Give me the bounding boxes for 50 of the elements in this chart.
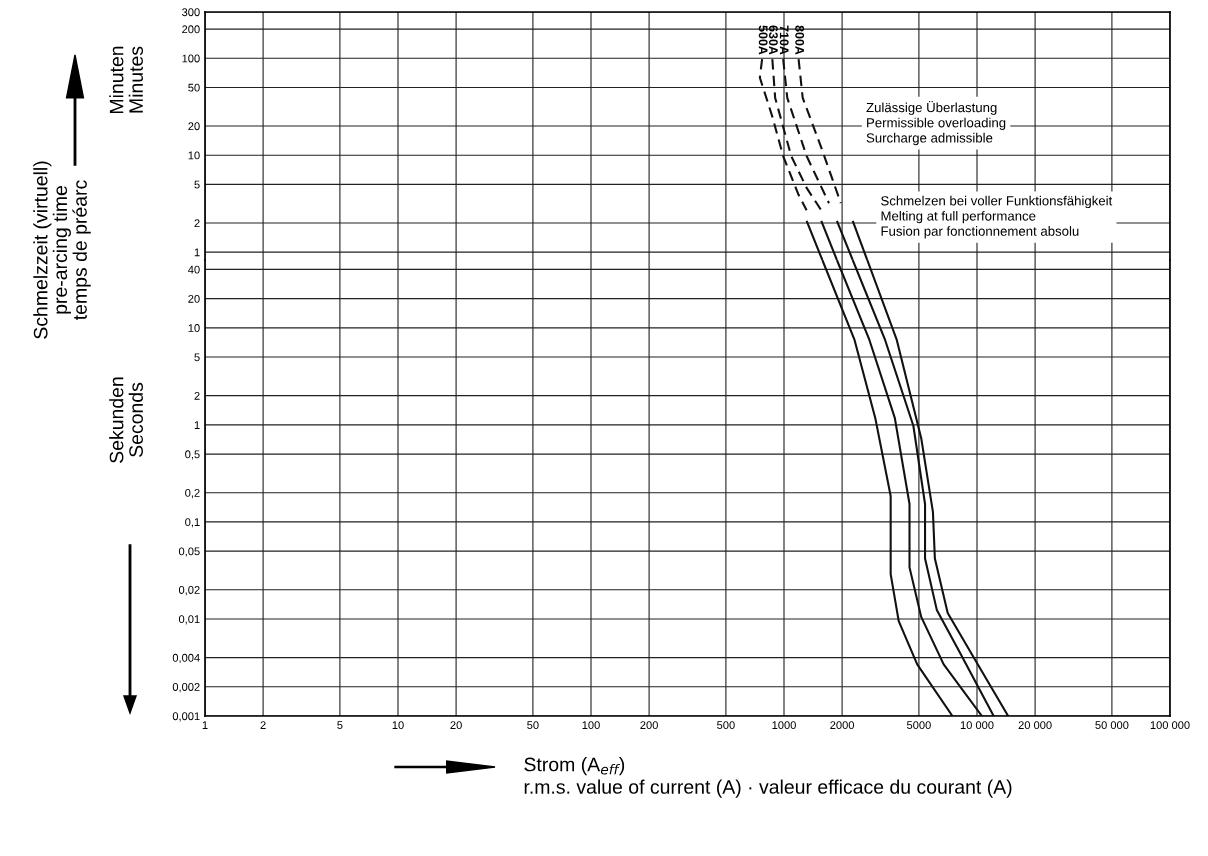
x-tick-label: 50 000 — [1095, 721, 1129, 730]
text: 630A — [768, 25, 778, 55]
y-tick-label: 100 — [182, 54, 200, 63]
y-tick-label: 20 — [188, 294, 200, 303]
y-tick-label: 200 — [182, 25, 200, 34]
y-tick-label: 0,05 — [178, 547, 200, 557]
x-tick-label: 5 — [337, 721, 343, 730]
y-tick-label: 0,5 — [185, 450, 200, 460]
y-tick-label: 1 — [194, 248, 200, 257]
x-tick-label: 100 — [582, 721, 600, 730]
y-tick-label: 2 — [194, 391, 200, 400]
y-tick-label: 5 — [194, 353, 200, 362]
y-tick-label: 0,02 — [178, 586, 200, 596]
text: Schmelzzeit (virtuell) pre-arcing time temps de préarc — [33, 161, 91, 339]
y-tick-label: 0,2 — [185, 488, 200, 499]
y-tick-label: 50 — [188, 83, 200, 92]
y-tick-label: 300 — [182, 8, 200, 17]
x-tick-label: 50 — [527, 721, 539, 730]
x-tick-label: 10 000 — [960, 721, 994, 730]
y-tick-label: 40 — [188, 265, 200, 274]
x-tick-label: 5000 — [906, 721, 931, 730]
x-tick-label: 20 — [450, 721, 462, 730]
y-tick-label: 5 — [194, 180, 200, 189]
x-tick-label: 1 — [202, 721, 208, 729]
y-tick-label: 0,004 — [172, 653, 200, 664]
x-tick-label: 200 — [640, 721, 658, 730]
x-axis-title: Strom (A$_{eff}$) r.m.s. value of current (A) · valeur efficace du courant (A) — [524, 757, 1012, 798]
y-tick-label: 0,002 — [172, 683, 200, 693]
text: Minuten Minutes — [109, 46, 143, 113]
y-tick-label: 1 — [194, 421, 200, 429]
x-tick-label: 2000 — [830, 721, 855, 730]
x-tick-label: 1000 — [772, 721, 796, 730]
y-tick-label: 2 — [194, 219, 200, 227]
y-tick-label: 20 — [188, 122, 200, 131]
text: 500A — [758, 25, 768, 55]
x-tick-label: 2 — [260, 721, 266, 729]
text: Sekunden Seconds — [109, 377, 143, 463]
text: 710A — [779, 25, 789, 55]
x-tick-label: 10 — [392, 721, 404, 730]
annotation: Schmelzen bei voller Funktionsfähigkeit Melting at full performance Fusion par fonctionnement absolu — [881, 195, 1113, 239]
y-tick-label: 10 — [188, 324, 200, 332]
y-tick-label: 0,001 — [172, 712, 200, 722]
y-tick-label: 0,01 — [178, 615, 200, 625]
x-tick-label: 500 — [717, 721, 735, 730]
text: 800A — [795, 25, 805, 55]
x-tick-label: 20 000 — [1018, 721, 1052, 730]
x-tick-label: 100 000 — [1150, 721, 1190, 730]
y-tick-label: 0,1 — [185, 518, 200, 528]
y-tick-label: 10 — [188, 151, 200, 160]
annotation: Zulässige Überlastung Permissible overloading Surcharge admissible — [866, 101, 1006, 146]
